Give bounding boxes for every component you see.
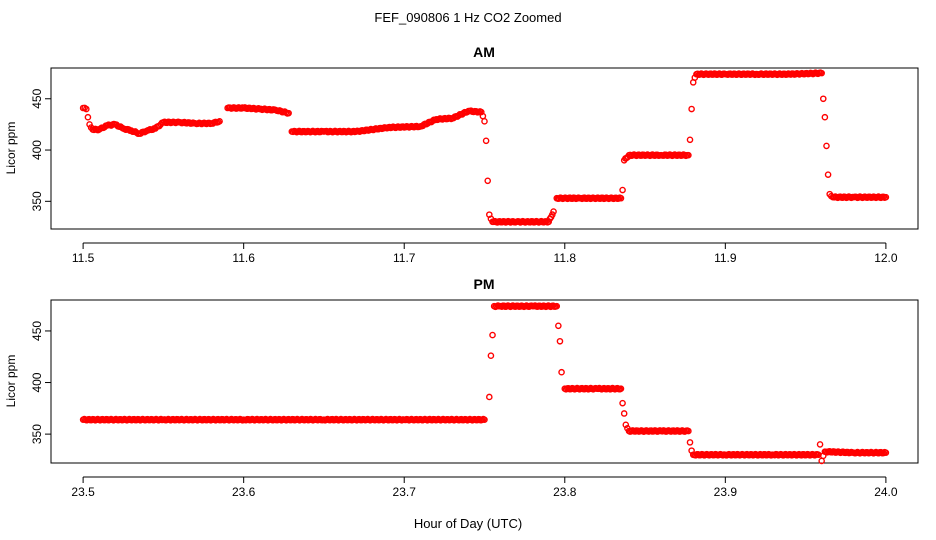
x-tick-label: 23.8 bbox=[553, 485, 577, 499]
data-point bbox=[556, 337, 564, 345]
figure-title: FEF_090806 1 Hz CO2 Zoomed bbox=[374, 10, 561, 25]
data-point bbox=[84, 113, 92, 121]
panel-am-x-axis: 11.5 11.6 11.7 11.8 11.9 12.0 bbox=[72, 242, 898, 265]
data-point bbox=[819, 95, 827, 103]
y-tick-label: 400 bbox=[30, 372, 44, 392]
data-point bbox=[821, 113, 829, 121]
x-tick-label: 11.5 bbox=[72, 251, 95, 265]
data-point bbox=[489, 331, 496, 339]
data-point bbox=[882, 449, 890, 456]
x-tick-label: 23.6 bbox=[232, 485, 256, 499]
data-point bbox=[482, 137, 490, 145]
data-point bbox=[688, 105, 695, 113]
x-tick-label: 11.6 bbox=[232, 251, 255, 265]
y-tick-label: 350 bbox=[30, 191, 44, 211]
panel-am-title: AM bbox=[473, 44, 495, 60]
data-point bbox=[620, 410, 628, 417]
panel-am-y-axis: 350 400 450 bbox=[30, 88, 52, 211]
data-point bbox=[823, 142, 830, 150]
data-point bbox=[622, 421, 630, 429]
data-point bbox=[816, 441, 824, 448]
data-point bbox=[686, 439, 694, 446]
data-point bbox=[285, 109, 292, 117]
y-tick-label: 400 bbox=[30, 140, 44, 160]
data-point bbox=[487, 352, 495, 360]
data-point bbox=[549, 211, 556, 218]
data-point bbox=[481, 118, 488, 125]
panel-pm-title: PM bbox=[474, 276, 495, 292]
panel-am-points bbox=[79, 69, 890, 226]
data-point bbox=[216, 118, 223, 125]
panel-am-ylabel: Licor ppm bbox=[4, 122, 18, 175]
x-tick-label: 23.9 bbox=[714, 485, 738, 499]
data-point bbox=[550, 208, 557, 215]
data-point bbox=[882, 193, 890, 201]
data-point bbox=[685, 427, 692, 435]
y-tick-label: 350 bbox=[30, 424, 44, 444]
data-point bbox=[685, 151, 692, 159]
data-point bbox=[555, 322, 562, 330]
panel-pm-y-axis: 350 400 450 bbox=[30, 321, 52, 444]
x-tick-label: 11.9 bbox=[714, 251, 737, 265]
data-point bbox=[617, 194, 625, 202]
panel-am-frame bbox=[50, 67, 919, 230]
x-tick-label: 12.0 bbox=[874, 251, 898, 265]
x-axis-label: Hour of Day (UTC) bbox=[414, 516, 522, 531]
panel-pm-ylabel: Licor ppm bbox=[4, 355, 18, 408]
data-point bbox=[617, 385, 625, 393]
data-point bbox=[83, 105, 90, 113]
data-point bbox=[558, 368, 565, 376]
panel-pm-points bbox=[79, 302, 890, 465]
x-tick-label: 23.5 bbox=[71, 485, 95, 499]
panel-pm: PM Licor ppm 23.5 23.6 23.7 23.8 23.9 24.0 35… bbox=[4, 276, 919, 499]
data-point bbox=[553, 302, 561, 310]
panel-pm-frame bbox=[50, 299, 919, 464]
data-point bbox=[86, 121, 93, 128]
data-point bbox=[481, 416, 488, 423]
x-tick-label: 11.7 bbox=[393, 251, 416, 265]
panel-am: AM Licor ppm 11.5 11.6 11.7 11.8 11.9 12.0 35… bbox=[4, 44, 919, 265]
data-point bbox=[619, 399, 626, 407]
data-point bbox=[824, 171, 832, 178]
x-tick-label: 24.0 bbox=[874, 485, 898, 499]
y-tick-label: 450 bbox=[30, 321, 44, 341]
data-point bbox=[818, 69, 825, 77]
panel-pm-x-axis: 23.5 23.6 23.7 23.8 23.9 24.0 bbox=[71, 476, 898, 499]
data-point bbox=[619, 186, 626, 194]
x-tick-label: 11.8 bbox=[554, 251, 577, 265]
data-point bbox=[686, 136, 694, 144]
data-point bbox=[486, 393, 493, 401]
y-tick-label: 450 bbox=[30, 88, 44, 108]
data-point bbox=[484, 177, 492, 185]
x-tick-label: 23.7 bbox=[393, 485, 417, 499]
